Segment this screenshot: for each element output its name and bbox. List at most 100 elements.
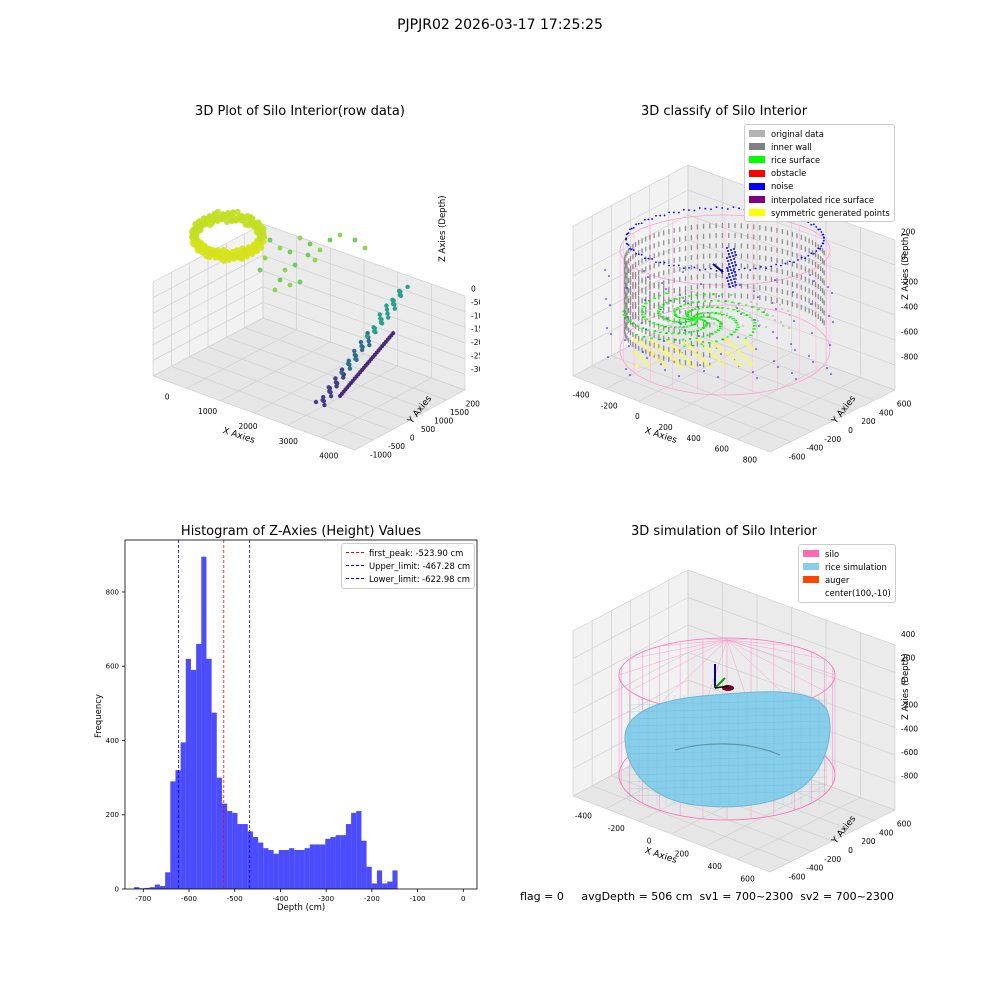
rice-point [752,319,756,321]
wall-point [684,255,687,261]
noise-point [732,255,734,257]
rice-point [736,329,739,331]
wall-point [649,234,651,240]
original-point [764,309,766,311]
wall-point [626,310,628,316]
wall-point [796,253,798,259]
raw-point [297,235,303,241]
wall-point [653,263,655,269]
wall-point [776,297,778,303]
wall-point [690,350,692,356]
wall-point [625,272,627,278]
wall-point [804,276,807,282]
silo-roof-rib [702,638,728,641]
wall-point [638,290,640,296]
histogram-chart[interactable]: -700 -600 -500 -400 -300 -200 -100 0 0 200 400 600 8… [80,530,490,920]
symmetric-point [663,364,667,368]
wall-point [740,243,742,249]
rice-point [623,310,626,313]
wall-point [668,289,670,295]
y-tick-label: -600 [788,873,805,882]
histogram-bar [185,658,191,889]
silo-roof-rib [618,639,728,676]
rice-point [658,312,661,315]
wall-point [721,233,724,239]
wall-point [715,293,717,299]
wall-point [811,260,814,266]
wall-point [814,312,817,318]
grid-line [572,164,689,227]
rice-point [732,331,735,333]
noise-point [738,268,740,271]
symmetric-point [634,351,638,355]
rice-point [721,306,725,309]
raw-point [392,306,398,311]
mesh-line [626,713,828,720]
noise-point [688,209,690,212]
wall-point [817,314,819,320]
wall-point [629,309,632,315]
noise-point [625,242,628,245]
wall-point [786,250,789,256]
rice-point [718,312,721,315]
wall-point [673,328,675,334]
wall-point [814,282,817,288]
noise-point [644,299,646,301]
wall-point [728,283,730,289]
histogram-bar [273,853,279,889]
rice-point [734,328,738,331]
rice-point [624,307,627,309]
mesh-line [626,769,828,776]
wall-point [820,286,822,292]
x-tick-label: -500 [227,895,243,903]
wall-point [668,299,670,305]
noise-point [651,218,653,220]
wall-point [624,324,626,330]
rice-point [692,318,696,320]
wall-point [668,249,670,255]
wall-point [814,292,817,298]
rice-point [712,317,715,319]
wall-point [679,266,681,272]
noise-point [828,315,830,317]
noise-point [668,264,671,267]
wall-point [702,293,705,299]
wall-point [765,295,767,301]
noise-point [682,267,685,270]
symmetric-point [651,352,655,356]
symmetric-point [705,346,709,350]
raw-point [312,257,318,263]
x-tick-label: -400 [272,895,288,903]
wall-point [811,290,814,296]
wall-point [645,339,647,345]
wall-point [653,243,655,249]
wall-point [740,263,742,269]
wall-point [786,290,789,296]
noise-point [729,286,731,288]
rice-point [674,313,677,315]
rice-point [642,311,645,313]
rice-point [700,343,703,346]
noise-point [830,373,832,375]
raw-point [333,380,339,385]
rice-point [731,309,735,311]
noise-point [677,211,680,214]
rice-point [685,314,689,317]
rice-point [712,293,715,295]
wall-point [663,355,665,361]
wall-point [635,292,637,298]
histogram-bar [196,643,202,889]
rice-point [696,321,699,324]
rice-point [650,337,653,340]
rice-point [676,306,679,309]
rice-point [766,314,769,316]
original-point [774,319,776,321]
noise-point [682,208,685,211]
wall-point [740,283,742,289]
rice-point [664,292,668,294]
y-tick-label: -200 [824,855,841,864]
wall-point [673,257,675,263]
